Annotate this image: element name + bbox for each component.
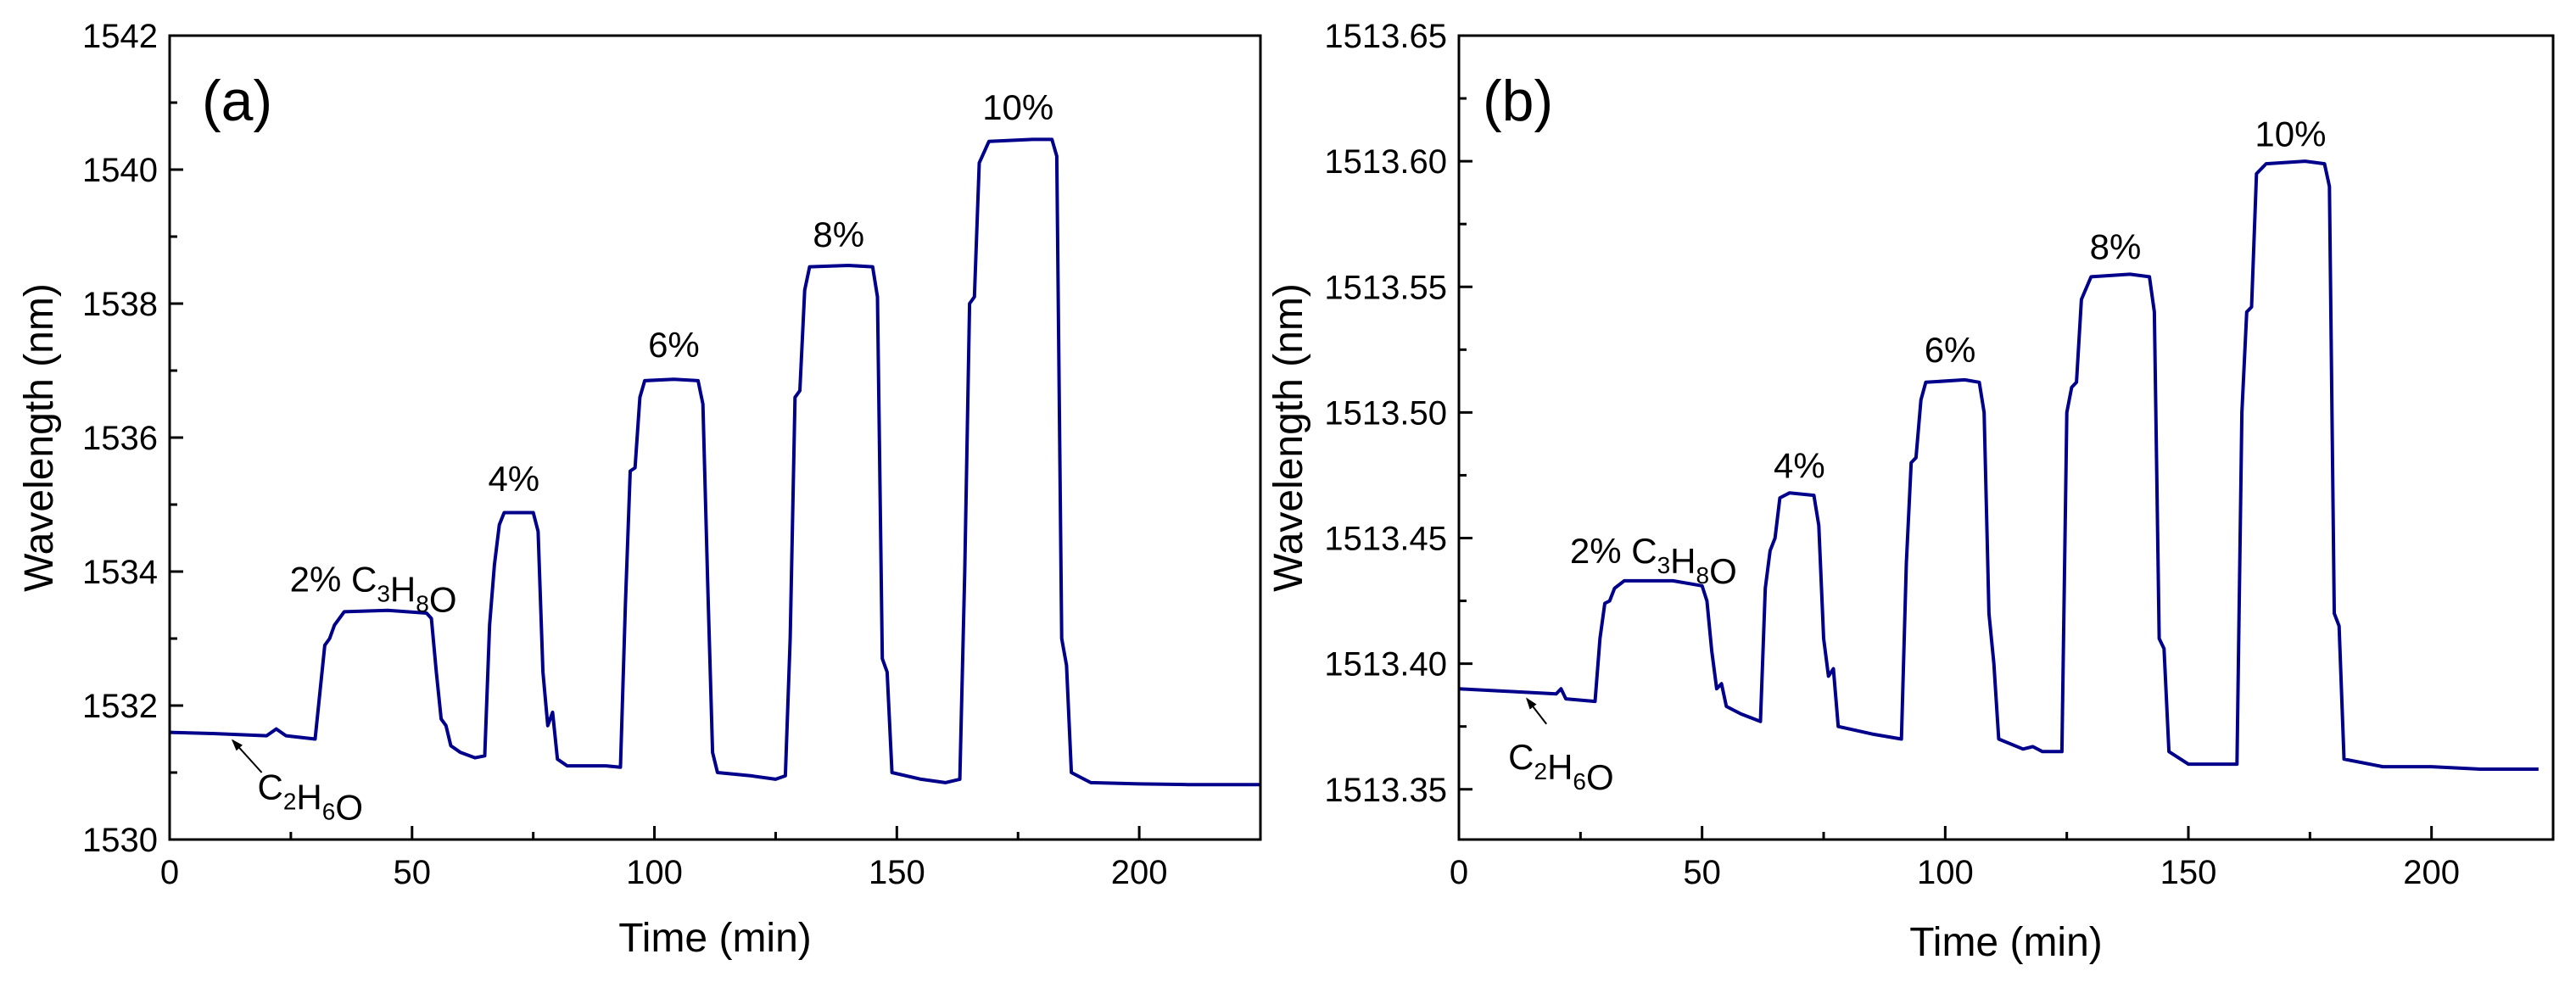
panel-a-ytick-label: 1540 bbox=[82, 152, 158, 189]
panel-a: 2% C3H8O 4% 6% 8% 10% C2H6O 0 50 100 150 200 1530… bbox=[17, 18, 1262, 961]
panel-a-annotation-c2h6o: C2H6O bbox=[257, 767, 363, 828]
panel-a-ytick-label: 1530 bbox=[82, 822, 158, 859]
panel-b-ytick-label: 1513.65 bbox=[1324, 18, 1447, 55]
panel-b-xtick-label: 0 bbox=[1450, 854, 1468, 891]
panel-b-ytick-label: 1513.40 bbox=[1324, 646, 1447, 683]
panel-b-frame bbox=[1457, 34, 2555, 841]
panel-a-annotation-arrow bbox=[231, 739, 263, 773]
panel-a-ylabel: Wavelength (nm) bbox=[17, 283, 62, 592]
panel-b-xtick-label: 100 bbox=[1917, 854, 1974, 891]
panel-b-ytick-label: 1513.60 bbox=[1324, 143, 1447, 181]
panel-a-xtick-label: 100 bbox=[626, 854, 683, 891]
panel-a-ytick-label: 1532 bbox=[82, 688, 158, 725]
panel-b: 2% C3H8O 4% 6% 8% 10% C2H6O 0 50 100 150 200 1513… bbox=[1266, 18, 2555, 965]
panel-a-frame bbox=[168, 34, 1262, 841]
panel-b-annotation-p4: 4% bbox=[1774, 445, 1825, 485]
panel-b-ytick-label: 1513.35 bbox=[1324, 772, 1447, 809]
panel-b-x-ticks: 0 50 100 150 200 bbox=[1450, 826, 2460, 891]
panel-b-annotation-c2h6o: C2H6O bbox=[1508, 737, 1614, 797]
panel-b-ytick-label: 1513.50 bbox=[1324, 394, 1447, 432]
panel-a-ytick-label: 1536 bbox=[82, 420, 158, 457]
panel-b-label: (b) bbox=[1483, 69, 1553, 133]
panel-b-ytick-label: 1513.45 bbox=[1324, 521, 1447, 558]
panel-a-annotation-p8: 8% bbox=[813, 215, 864, 254]
panel-b-annotation-c3h8o: 2% C3H8O bbox=[1570, 531, 1737, 591]
panel-a-x-ticks: 0 50 100 150 200 bbox=[160, 826, 1168, 891]
panel-b-xlabel: Time (min) bbox=[1909, 920, 2103, 965]
panel-a-xtick-label: 200 bbox=[1111, 854, 1168, 891]
panel-b-xtick-label: 200 bbox=[2403, 854, 2460, 891]
panel-b-annotation-p10: 10% bbox=[2255, 114, 2326, 153]
panel-b-annotation-p8: 8% bbox=[2090, 227, 2142, 267]
panel-a-ytick-label: 1542 bbox=[82, 18, 158, 55]
panel-a-ytick-label: 1534 bbox=[82, 554, 158, 591]
panel-b-y-ticks: 1513.35 1513.40 1513.45 1513.50 1513.55 1513.… bbox=[1324, 18, 1472, 809]
panel-b-series-line-0 bbox=[1458, 159, 2539, 771]
panel-a-annotation-p4: 4% bbox=[488, 459, 539, 499]
panel-a-series bbox=[169, 137, 1260, 787]
panel-b-annotation-p6: 6% bbox=[1925, 330, 1976, 370]
panel-a-label: (a) bbox=[202, 69, 272, 133]
panel-b-ylabel: Wavelength (nm) bbox=[1266, 283, 1311, 592]
panel-a-annotation-p6: 6% bbox=[648, 325, 700, 365]
panel-a-xtick-label: 0 bbox=[160, 854, 179, 891]
panel-a-ytick-label: 1538 bbox=[82, 286, 158, 323]
panel-a-annotation-c3h8o: 2% C3H8O bbox=[290, 560, 457, 620]
panel-b-xtick-label: 50 bbox=[1683, 854, 1721, 891]
panel-b-xtick-label: 150 bbox=[2160, 854, 2217, 891]
panel-b-annotation-arrow bbox=[1526, 697, 1547, 725]
panel-a-series-line-0 bbox=[169, 137, 1260, 787]
panel-b-annotations: 2% C3H8O 4% 6% 8% 10% C2H6O bbox=[1508, 114, 2326, 797]
panel-a-annotation-p10: 10% bbox=[982, 87, 1053, 127]
panel-a-xtick-label: 150 bbox=[869, 854, 925, 891]
panel-b-series bbox=[1458, 159, 2539, 771]
panel-a-annotations: 2% C3H8O 4% 6% 8% 10% C2H6O bbox=[231, 87, 1053, 828]
panel-a-xlabel: Time (min) bbox=[618, 916, 812, 961]
panel-b-ytick-label: 1513.55 bbox=[1324, 269, 1447, 306]
panel-a-y-ticks: 1530 1532 1534 1536 1538 1540 1542 bbox=[82, 18, 183, 859]
panel-a-xtick-label: 50 bbox=[394, 854, 432, 891]
